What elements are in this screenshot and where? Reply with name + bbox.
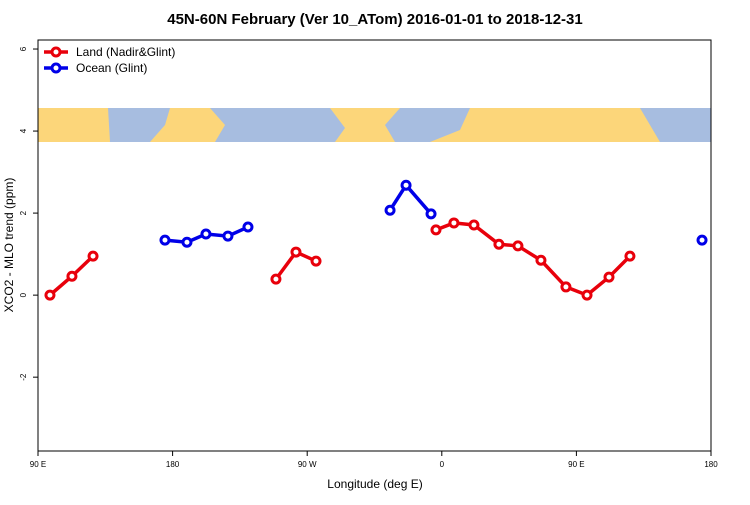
data-point: [430, 224, 442, 236]
data-point: [384, 204, 396, 216]
data-point: [425, 208, 437, 220]
data-point: [696, 234, 708, 246]
data-point: [159, 234, 171, 246]
chart-title: 45N-60N February (Ver 10_ATom) 2016-01-0…: [167, 11, 582, 28]
data-point: [181, 236, 193, 248]
x-tick-label: 0: [440, 460, 445, 469]
data-point: [242, 221, 254, 233]
data-point: [512, 240, 524, 252]
data-point: [290, 246, 302, 258]
data-point: [66, 270, 78, 282]
data-point: [535, 254, 547, 266]
legend-marker: [50, 62, 62, 74]
y-tick-label: 6: [19, 46, 28, 51]
data-point: [310, 255, 322, 267]
map-sea: [108, 108, 170, 142]
data-point: [200, 228, 212, 240]
data-point: [468, 219, 480, 231]
plot-frame: [37, 39, 712, 452]
data-point: [222, 230, 234, 242]
y-tick-label: 4: [19, 128, 28, 133]
map-sea: [640, 108, 711, 142]
data-point: [87, 250, 99, 262]
legend-label: Land (Nadir&Glint): [76, 45, 175, 59]
x-tick-label: 180: [704, 460, 718, 469]
legend-label: Ocean (Glint): [76, 61, 147, 75]
data-point: [560, 281, 572, 293]
data-point: [493, 238, 505, 250]
data-point: [603, 271, 615, 283]
map-sea: [210, 108, 345, 142]
map-sea: [385, 108, 470, 142]
x-axis-label: Longitude (deg E): [327, 477, 422, 491]
legend-marker: [50, 46, 62, 58]
data-point: [581, 289, 593, 301]
data-point: [400, 179, 412, 191]
y-axis-label: XCO2 - MLO trend (ppm): [2, 178, 16, 313]
x-tick-label: 90 E: [30, 460, 46, 469]
x-tick-label: 180: [166, 460, 180, 469]
data-point: [624, 250, 636, 262]
y-tick-label: 2: [19, 210, 28, 215]
y-tick-label: -2: [19, 373, 28, 381]
data-point: [44, 289, 56, 301]
data-point: [448, 217, 460, 229]
x-tick-label: 90 E: [568, 460, 584, 469]
data-point: [270, 273, 282, 285]
x-tick-label: 90 W: [298, 460, 317, 469]
y-tick-label: 0: [19, 292, 28, 297]
legend: Land (Nadir&Glint) Ocean (Glint): [44, 45, 175, 75]
map-strip: [38, 108, 711, 142]
